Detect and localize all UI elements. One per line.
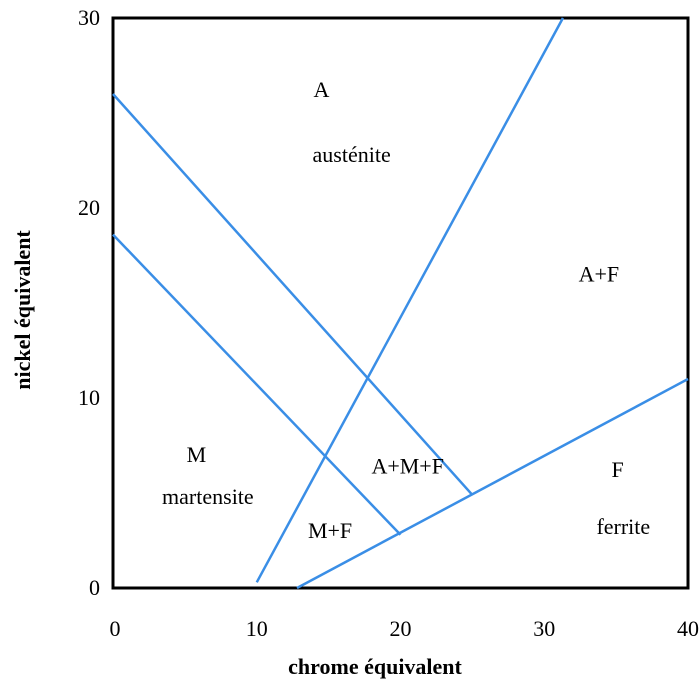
x-tick-label: 20 xyxy=(390,616,412,641)
x-axis-title: chrome équivalent xyxy=(288,654,462,679)
plot-frame xyxy=(111,16,690,590)
boundary-line-2 xyxy=(112,93,474,496)
y-tick-label: 10 xyxy=(78,385,100,410)
region-label: austénite xyxy=(313,142,391,167)
x-tick-label: 0 xyxy=(110,616,121,641)
region-label: A xyxy=(313,77,329,102)
region-label: F xyxy=(611,457,623,482)
boundary-line-3 xyxy=(112,233,402,536)
region-label: ferrite xyxy=(596,514,650,539)
x-tick-label: 10 xyxy=(246,616,268,641)
boundary-line-1 xyxy=(255,17,565,583)
y-tick-label: 20 xyxy=(78,195,100,220)
region-label: A+F xyxy=(579,262,620,287)
lines-layer xyxy=(112,17,689,590)
y-tick-label: 0 xyxy=(89,575,100,600)
x-tick-label: 40 xyxy=(677,616,699,641)
x-tick-label: 30 xyxy=(533,616,555,641)
boundary-line-4 xyxy=(296,377,689,590)
y-tick-label: 30 xyxy=(78,5,100,30)
region-label: A+M+F xyxy=(371,453,444,478)
ticks-layer: 0 10 20 30 40 0 10 20 30 xyxy=(78,5,699,641)
y-axis-title: nickel équivalent xyxy=(10,230,35,390)
region-label: M+F xyxy=(308,518,352,543)
region-label: M xyxy=(187,442,207,467)
region-label: martensite xyxy=(162,484,254,509)
